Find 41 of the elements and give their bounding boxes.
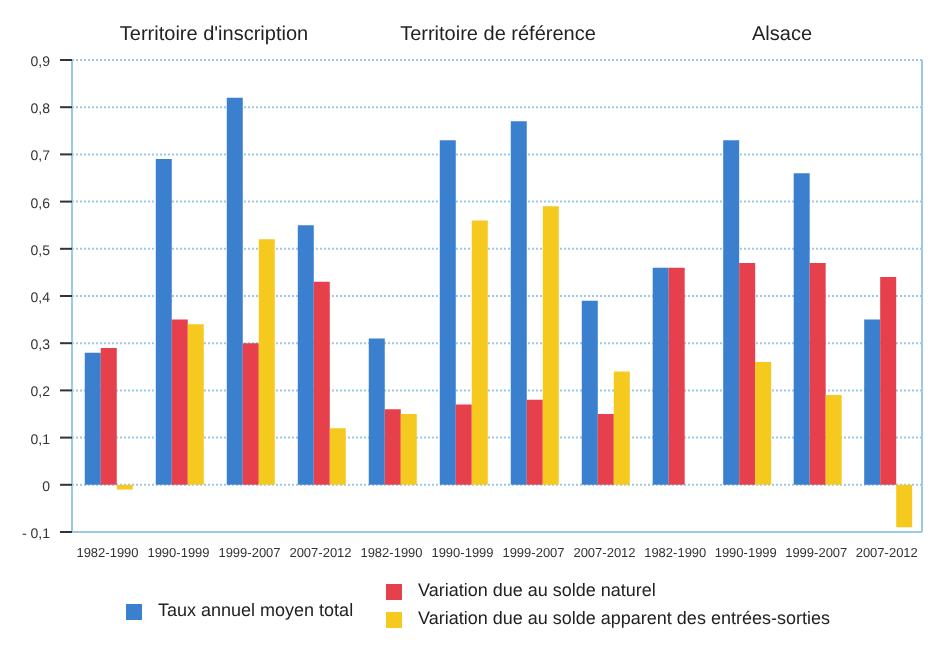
bar [455, 404, 472, 485]
bar [116, 484, 133, 490]
bar [84, 352, 101, 485]
bar [526, 399, 543, 485]
bar [384, 409, 401, 485]
legend-label: Taux annuel moyen total [156, 600, 354, 620]
bar [510, 121, 527, 485]
bar [100, 347, 117, 485]
bar [439, 140, 456, 485]
bar [880, 277, 897, 485]
bar [187, 324, 204, 485]
bar [809, 262, 826, 485]
bar [613, 371, 630, 485]
bar [155, 159, 172, 485]
bar [171, 319, 188, 485]
legend-label: Variation due au solde naturel [416, 580, 658, 600]
bar [542, 206, 559, 485]
legend-label: Variation due au solde apparent des entrées-sorties [416, 608, 830, 628]
bar [739, 262, 756, 485]
bar [597, 414, 614, 485]
bar [368, 338, 385, 485]
bar [226, 97, 243, 485]
chart-title: Territoire d'inscription [117, 24, 311, 46]
bar [896, 484, 913, 528]
bar [793, 173, 810, 485]
bar [297, 225, 314, 485]
bar [400, 414, 417, 485]
bar [471, 220, 488, 485]
bar [668, 267, 685, 485]
bar [864, 319, 881, 485]
bar [258, 239, 275, 485]
bar [755, 362, 772, 485]
chart-title: Alsace [749, 24, 814, 46]
bar [825, 395, 842, 485]
bar [581, 300, 598, 485]
bar [313, 281, 330, 485]
bar [723, 140, 740, 485]
bar [242, 343, 259, 485]
chart-title: Territoire de référence [398, 24, 598, 46]
bar [652, 267, 669, 485]
bar [329, 428, 346, 485]
